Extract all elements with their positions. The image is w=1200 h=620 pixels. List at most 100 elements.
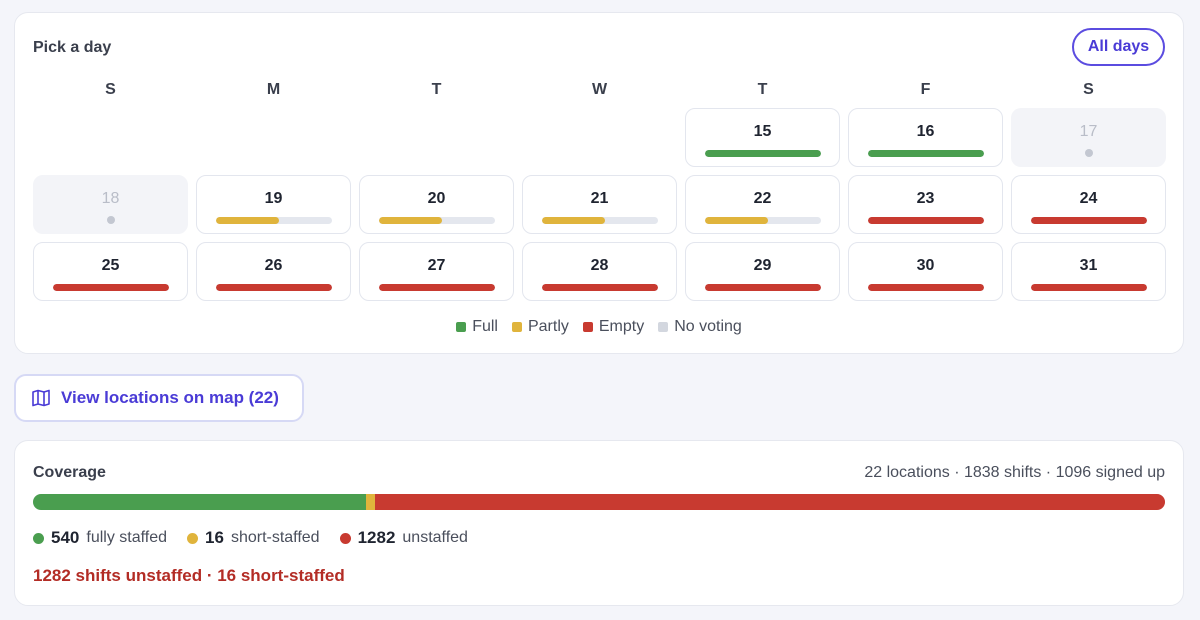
legend-item: Empty [582,318,645,336]
weekday-label: S [1083,81,1094,98]
calendar-legend: Full Partly Empty No voting [15,318,1183,336]
day-number: 22 [753,190,772,207]
map-icon [32,389,50,407]
day-cell-28[interactable]: 28 [522,242,677,301]
day-coverage-fill [705,217,768,224]
coverage-segment-short [365,494,376,510]
day-cell-17: 17 [1011,108,1166,167]
coverage-segment-unstaffed [375,494,1165,510]
day-cell-16[interactable]: 16 [848,108,1003,167]
day-coverage-fill [216,284,332,291]
coverage-summary: 22 locations · 1838 shifts · 1096 signed… [864,464,1165,481]
no-voting-dot [1085,149,1093,157]
coverage-count: 1282 [357,528,396,547]
legend-swatch [582,322,593,332]
coverage-legend-label: short-staffed [230,529,320,546]
day-coverage-bar [542,284,658,291]
legend-item: Full [456,318,498,336]
coverage-legend-item: 16 short-staffed [187,528,320,548]
day-coverage-fill [542,284,658,291]
day-coverage-bar [705,150,821,157]
day-number: 25 [101,257,120,274]
weekday-label: F [920,81,931,98]
day-coverage-fill [379,217,442,224]
coverage-alert: 1282 shifts unstaffed · 16 short-staffed [33,566,345,585]
day-number: 23 [916,190,935,207]
legend-swatch [511,322,522,332]
coverage-legend-label: unstaffed [402,529,468,546]
day-cell-15[interactable]: 15 [685,108,840,167]
day-cell-31[interactable]: 31 [1011,242,1166,301]
calendar-card: Pick a day All days S M T W T F S 15 16 17 18 19 20… [14,12,1184,354]
no-voting-dot [107,216,115,224]
day-coverage-fill [1031,284,1147,291]
day-coverage-fill [53,284,169,291]
coverage-count: 540 [51,528,80,547]
day-coverage-bar [53,284,169,291]
legend-label: No voting [674,318,742,335]
all-days-button[interactable]: All days [1072,28,1165,66]
coverage-legend-label: fully staffed [86,529,168,546]
day-number: 21 [590,190,609,207]
day-coverage-fill [216,217,279,224]
coverage-legend-dot [187,532,199,544]
day-cell-18: 18 [33,175,188,234]
view-locations-map-button[interactable]: View locations on map (22) [14,374,304,422]
day-number: 26 [264,257,283,274]
day-coverage-fill [542,217,605,224]
map-button-label: View locations on map (22) [61,388,279,407]
day-coverage-fill [868,217,984,224]
day-coverage-fill [705,150,821,157]
day-coverage-fill [868,150,984,157]
day-number: 20 [427,190,446,207]
day-coverage-bar [705,217,821,224]
day-cell-30[interactable]: 30 [848,242,1003,301]
day-cell-20[interactable]: 20 [359,175,514,234]
day-coverage-bar [1031,284,1147,291]
day-number: 27 [427,257,446,274]
day-cell-23[interactable]: 23 [848,175,1003,234]
day-coverage-bar [379,284,495,291]
coverage-legend-dot [33,532,44,544]
day-coverage-bar [1031,217,1147,224]
day-number: 18 [101,190,120,207]
weekday-label: W [591,81,608,98]
day-cell-21[interactable]: 21 [522,175,677,234]
day-number: 17 [1079,123,1098,140]
day-number: 15 [753,123,772,140]
coverage-bar [33,494,1165,510]
day-coverage-fill [705,284,821,291]
coverage-segment-full [33,494,366,510]
day-coverage-bar [216,217,332,224]
day-number: 16 [916,123,935,140]
coverage-title: Coverage [33,464,106,481]
day-cell-22[interactable]: 22 [685,175,840,234]
coverage-card: Coverage 22 locations · 1838 shifts · 10… [14,440,1184,606]
day-cell-24[interactable]: 24 [1011,175,1166,234]
day-number: 31 [1079,257,1098,274]
day-number: 30 [916,257,935,274]
day-cell-26[interactable]: 26 [196,242,351,301]
coverage-legend-dot [339,532,351,544]
day-coverage-bar [705,284,821,291]
day-coverage-fill [1031,217,1147,224]
day-coverage-bar [379,217,495,224]
legend-swatch [456,322,467,332]
day-number: 28 [590,257,609,274]
day-cell-25[interactable]: 25 [33,242,188,301]
day-number: 24 [1079,190,1098,207]
coverage-count: 16 [205,528,224,547]
coverage-legend-item: 1282 unstaffed [339,528,468,548]
day-cell-19[interactable]: 19 [196,175,351,234]
day-cell-29[interactable]: 29 [685,242,840,301]
day-coverage-bar [216,284,332,291]
calendar-title: Pick a day [33,39,112,56]
legend-label: Full [472,318,498,335]
legend-item: No voting [658,318,742,336]
coverage-legend: 540 fully staffed 16 short-staffed 1282 unsta… [33,528,468,548]
weekday-label: S [105,81,116,98]
day-number: 19 [264,190,283,207]
legend-swatch [658,322,669,332]
day-cell-27[interactable]: 27 [359,242,514,301]
legend-label: Empty [598,318,645,335]
